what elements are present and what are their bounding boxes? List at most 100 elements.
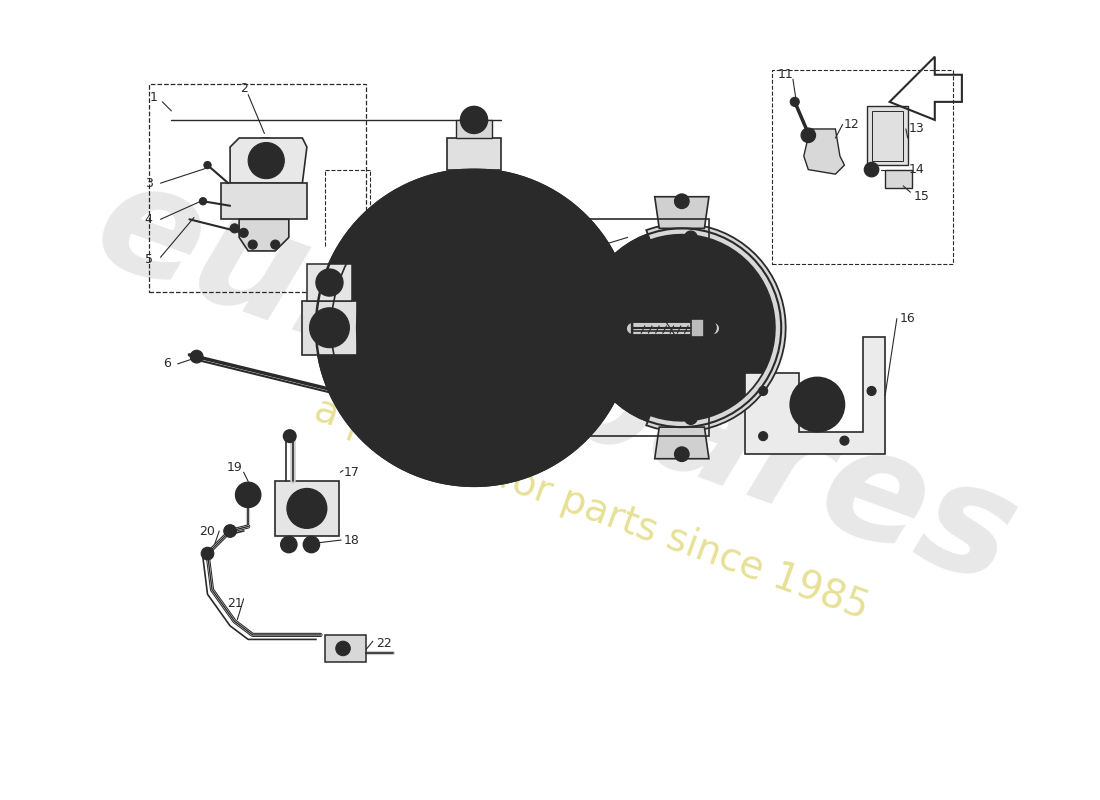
Polygon shape xyxy=(654,197,708,228)
Text: 2: 2 xyxy=(240,82,248,95)
Text: eurospares: eurospares xyxy=(76,146,1035,617)
Circle shape xyxy=(235,482,261,507)
Circle shape xyxy=(840,436,849,445)
Circle shape xyxy=(790,98,800,106)
Bar xyxy=(871,111,903,161)
Text: 15: 15 xyxy=(913,190,930,203)
Circle shape xyxy=(302,504,311,513)
Bar xyxy=(275,482,339,535)
Circle shape xyxy=(582,228,781,427)
Text: 9: 9 xyxy=(592,231,600,244)
Text: 12: 12 xyxy=(844,118,859,131)
Circle shape xyxy=(587,414,595,422)
Circle shape xyxy=(322,275,337,290)
Circle shape xyxy=(865,162,879,177)
Text: 20: 20 xyxy=(199,525,216,538)
Circle shape xyxy=(316,269,343,296)
Bar xyxy=(324,635,365,662)
Text: 13: 13 xyxy=(909,122,925,135)
Circle shape xyxy=(230,224,239,233)
Circle shape xyxy=(702,321,716,335)
Circle shape xyxy=(688,414,694,422)
Bar xyxy=(148,84,365,291)
Circle shape xyxy=(343,197,605,458)
Circle shape xyxy=(790,378,845,432)
Bar xyxy=(772,70,953,265)
Circle shape xyxy=(320,174,628,482)
Text: 14: 14 xyxy=(909,163,925,176)
Circle shape xyxy=(588,234,774,421)
Circle shape xyxy=(296,498,318,519)
Text: 22: 22 xyxy=(376,638,392,650)
Polygon shape xyxy=(886,170,912,188)
Circle shape xyxy=(336,642,350,656)
Circle shape xyxy=(249,240,257,249)
Circle shape xyxy=(316,170,632,486)
Bar xyxy=(307,265,352,301)
Polygon shape xyxy=(745,337,886,454)
Circle shape xyxy=(287,489,327,528)
Circle shape xyxy=(258,154,274,168)
Circle shape xyxy=(688,234,694,241)
Circle shape xyxy=(223,525,236,538)
Circle shape xyxy=(759,432,768,441)
Bar xyxy=(447,138,502,170)
Circle shape xyxy=(679,198,685,205)
Circle shape xyxy=(587,234,595,241)
Circle shape xyxy=(284,430,296,442)
Bar xyxy=(691,318,704,337)
Text: 1: 1 xyxy=(150,91,157,104)
Text: 5: 5 xyxy=(145,253,153,266)
Circle shape xyxy=(684,412,697,424)
Text: 17: 17 xyxy=(344,466,360,478)
Circle shape xyxy=(201,547,213,560)
Circle shape xyxy=(705,324,713,331)
Bar xyxy=(867,106,908,165)
Circle shape xyxy=(284,540,294,549)
Circle shape xyxy=(331,185,617,470)
Circle shape xyxy=(798,385,837,424)
Circle shape xyxy=(466,113,482,127)
Text: 21: 21 xyxy=(227,597,242,610)
Circle shape xyxy=(249,142,284,178)
Text: 19: 19 xyxy=(227,462,242,474)
Text: 11: 11 xyxy=(778,68,793,82)
Text: 16: 16 xyxy=(900,312,915,325)
Circle shape xyxy=(674,194,689,209)
Circle shape xyxy=(585,412,597,424)
Circle shape xyxy=(271,240,279,249)
Polygon shape xyxy=(230,138,307,183)
Bar xyxy=(456,120,492,138)
Text: 8: 8 xyxy=(591,407,598,420)
Circle shape xyxy=(304,537,319,553)
Text: 7: 7 xyxy=(669,312,676,325)
Text: a passion for parts since 1985: a passion for parts since 1985 xyxy=(309,390,873,626)
Text: 6: 6 xyxy=(163,358,170,370)
Text: 4: 4 xyxy=(145,213,153,226)
Text: 3: 3 xyxy=(145,177,153,190)
Polygon shape xyxy=(804,129,845,174)
Circle shape xyxy=(356,210,592,445)
Circle shape xyxy=(585,231,597,244)
Circle shape xyxy=(684,231,697,244)
Circle shape xyxy=(204,162,211,169)
Circle shape xyxy=(280,537,297,553)
Polygon shape xyxy=(654,427,708,458)
Bar xyxy=(302,301,356,355)
Polygon shape xyxy=(239,219,289,251)
Circle shape xyxy=(867,386,876,395)
Circle shape xyxy=(243,138,289,183)
Circle shape xyxy=(307,540,316,549)
Circle shape xyxy=(199,198,207,205)
Circle shape xyxy=(461,106,487,134)
Circle shape xyxy=(370,224,578,432)
Polygon shape xyxy=(647,224,785,432)
Circle shape xyxy=(759,386,768,395)
Circle shape xyxy=(242,489,254,501)
Circle shape xyxy=(309,308,350,347)
Text: 10: 10 xyxy=(701,375,717,389)
Circle shape xyxy=(674,447,689,462)
Polygon shape xyxy=(221,183,307,219)
Circle shape xyxy=(190,350,204,363)
Text: 18: 18 xyxy=(344,534,360,546)
